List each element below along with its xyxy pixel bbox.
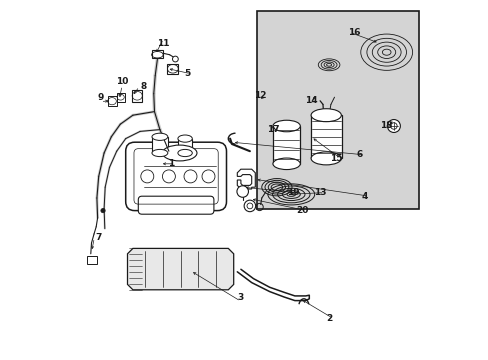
Text: 1: 1 — [167, 159, 173, 168]
Text: 5: 5 — [183, 69, 190, 78]
Bar — [117, 93, 124, 102]
Text: 8: 8 — [140, 82, 146, 91]
Ellipse shape — [178, 149, 192, 157]
Bar — [310, 115, 341, 158]
Text: 7: 7 — [95, 233, 102, 242]
Text: 10: 10 — [116, 77, 128, 85]
Circle shape — [101, 208, 105, 213]
Text: 9: 9 — [97, 93, 103, 102]
Bar — [151, 50, 163, 58]
Text: 6: 6 — [356, 150, 362, 159]
Bar — [167, 64, 178, 74]
Text: 15: 15 — [329, 154, 342, 163]
Ellipse shape — [310, 109, 341, 122]
Polygon shape — [237, 169, 255, 189]
Circle shape — [172, 56, 178, 62]
Ellipse shape — [152, 149, 167, 157]
Text: 19: 19 — [286, 188, 299, 197]
Bar — [87, 256, 97, 264]
Text: 16: 16 — [347, 28, 360, 37]
FancyBboxPatch shape — [125, 142, 226, 211]
Bar — [273, 126, 300, 164]
Text: 14: 14 — [304, 96, 317, 105]
Text: 18: 18 — [380, 122, 392, 130]
Text: 11: 11 — [157, 39, 169, 48]
Bar — [152, 137, 167, 153]
Bar — [257, 11, 418, 209]
Ellipse shape — [152, 133, 167, 140]
Circle shape — [237, 186, 248, 197]
Ellipse shape — [272, 158, 300, 170]
Ellipse shape — [162, 145, 197, 161]
Ellipse shape — [310, 152, 341, 165]
Bar — [178, 139, 192, 153]
Ellipse shape — [178, 135, 192, 142]
Text: 4: 4 — [361, 192, 367, 201]
Ellipse shape — [272, 120, 300, 132]
Circle shape — [390, 123, 396, 129]
FancyBboxPatch shape — [138, 196, 213, 214]
Circle shape — [246, 203, 252, 209]
Text: 17: 17 — [266, 125, 279, 134]
Circle shape — [386, 120, 400, 132]
Text: 2: 2 — [325, 314, 331, 323]
Polygon shape — [127, 248, 233, 290]
Text: 3: 3 — [237, 292, 244, 302]
Bar — [107, 96, 117, 106]
Text: 20: 20 — [295, 206, 307, 215]
Text: 13: 13 — [313, 188, 325, 197]
Circle shape — [244, 200, 255, 212]
Text: 12: 12 — [254, 91, 266, 100]
Bar — [132, 90, 142, 102]
